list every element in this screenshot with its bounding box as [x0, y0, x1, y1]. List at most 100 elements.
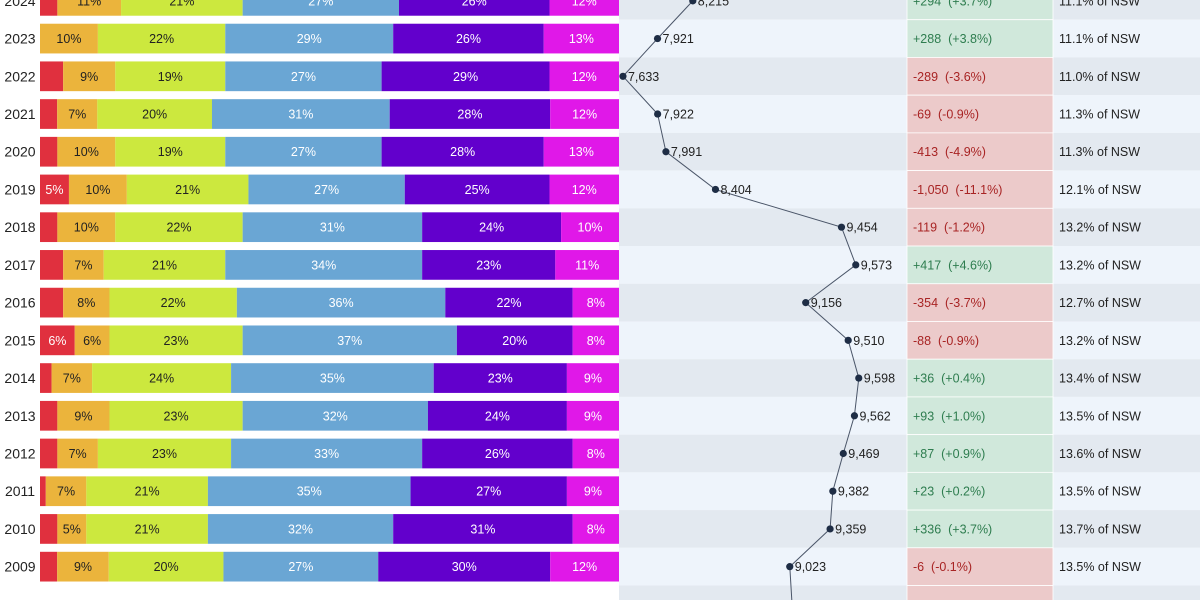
- bar-segment: [86, 514, 208, 544]
- bar-segment: [57, 99, 98, 129]
- year-label: 2014: [4, 370, 35, 386]
- totals-label: 9,359: [835, 522, 866, 536]
- share-label: 13.2% of NSW: [1059, 221, 1141, 235]
- bar-segment-label: 12%: [572, 560, 597, 574]
- change-cell: [906, 471, 1054, 511]
- bar-segment: [223, 551, 379, 582]
- bar-segment: [225, 250, 423, 280]
- bar-segment-label: 32%: [288, 522, 313, 536]
- share-row-background: [1053, 19, 1200, 58]
- share-row-background: [1053, 283, 1200, 322]
- change-cell: [906, 207, 1054, 247]
- bar-segment-label: 19%: [158, 145, 183, 159]
- totals-point: [829, 487, 837, 495]
- bar-segment-label: 26%: [462, 0, 487, 8]
- bar-segment: [211, 99, 390, 129]
- bar-segment: [236, 287, 446, 318]
- bar-segment-label: 34%: [311, 258, 336, 272]
- bar-segment: [572, 438, 619, 469]
- bar-segment: [572, 287, 619, 318]
- share-row-background: [1053, 359, 1200, 397]
- bar-segment: [40, 325, 75, 356]
- change-cell: [906, 547, 1054, 586]
- bar-segment-label: 37%: [337, 334, 362, 348]
- bar-segment: [63, 287, 110, 318]
- bar-segment: [40, 174, 69, 205]
- share-row-background: [1053, 396, 1200, 435]
- bar-segment: [109, 400, 243, 431]
- change-cell: [906, 585, 1054, 600]
- totals-point: [837, 223, 846, 231]
- bar-segment-label: 22%: [161, 296, 186, 310]
- bar-segment: [40, 514, 58, 544]
- bar-segment: [40, 136, 58, 167]
- bar-segment: [456, 325, 573, 356]
- change-cell: [906, 283, 1054, 322]
- bar-segment: [40, 99, 58, 129]
- bar-segment-label: 6%: [83, 334, 101, 348]
- bar-segment: [92, 363, 232, 393]
- bar-segment-label: 26%: [456, 32, 481, 46]
- bar-segment-label: 12%: [572, 183, 597, 197]
- share-row-background: [1053, 170, 1200, 209]
- bar-segment: [422, 250, 556, 280]
- bar-segment-label: 7%: [68, 108, 86, 122]
- change-label: +417 (+4.6%): [913, 258, 992, 272]
- bar-segment: [242, 0, 399, 16]
- bar-segment: [561, 212, 619, 243]
- bar-segment-label: 8%: [587, 296, 605, 310]
- totals-point: [654, 110, 662, 118]
- year-label: 2012: [4, 446, 35, 462]
- bar-segment-label: 12%: [572, 108, 597, 122]
- bar-segment-label: 26%: [485, 447, 510, 461]
- share-label: 12.7% of NSW: [1059, 296, 1141, 310]
- bar-segment-label: 10%: [578, 221, 603, 235]
- bar-segment: [378, 551, 551, 582]
- bar-segment: [248, 174, 405, 205]
- bar-segment-label: 8%: [587, 447, 605, 461]
- totals-point: [802, 299, 810, 307]
- bar-segment: [543, 23, 619, 54]
- bar-segment: [433, 363, 567, 393]
- bar-segment: [109, 287, 237, 318]
- totals-label: 9,454: [846, 221, 877, 235]
- change-cell: [906, 321, 1054, 360]
- line-row-background: [619, 321, 907, 360]
- line-row-background: [619, 434, 907, 473]
- change-label: -289 (-3.6%): [913, 70, 986, 84]
- bar-segment: [57, 136, 116, 167]
- share-row-background: [1053, 0, 1200, 20]
- bar-segment-label: 21%: [135, 522, 160, 536]
- bar-segment: [381, 61, 550, 92]
- bar-segment-label: 29%: [453, 70, 478, 84]
- bar-segment-label: 20%: [142, 108, 167, 122]
- bar-segment-label: 21%: [152, 258, 177, 272]
- bar-segment: [40, 438, 58, 469]
- change-cell: [906, 434, 1054, 473]
- bar-segment-label: 21%: [135, 485, 160, 499]
- bar-segment-label: 11%: [77, 0, 101, 8]
- bar-segment-label: 10%: [56, 32, 81, 46]
- totals-line-chart: 8,215 7,921 7,633 7,922 7,991 8,404 9,454 9,573…: [619, 0, 895, 600]
- share-label: 11.3% of NSW: [1059, 145, 1140, 159]
- year-label: 2018: [4, 219, 35, 235]
- line-row-background: [619, 57, 907, 96]
- bar-segment-label: 36%: [329, 296, 354, 310]
- totals-point: [844, 336, 852, 344]
- bar-segment-label: 9%: [584, 372, 602, 386]
- bar-segment: [97, 23, 226, 54]
- bar-segment-label: 22%: [496, 296, 521, 310]
- line-row-background: [619, 472, 907, 511]
- share-label: 13.4% of NSW: [1059, 372, 1141, 386]
- bar-segment-label: 22%: [149, 32, 174, 46]
- share-label: 11.0% of NSW: [1059, 70, 1140, 84]
- line-row-background: [619, 283, 907, 322]
- bar-segment-label: 10%: [74, 221, 99, 235]
- share-label: 11.1% of NSW: [1059, 32, 1140, 46]
- year-label: 2016: [4, 295, 35, 311]
- bar-segment: [422, 438, 573, 469]
- change-cell: [906, 132, 1054, 172]
- bar-segment: [115, 212, 243, 243]
- bar-segment: [40, 400, 58, 431]
- line-row-background: [619, 396, 907, 435]
